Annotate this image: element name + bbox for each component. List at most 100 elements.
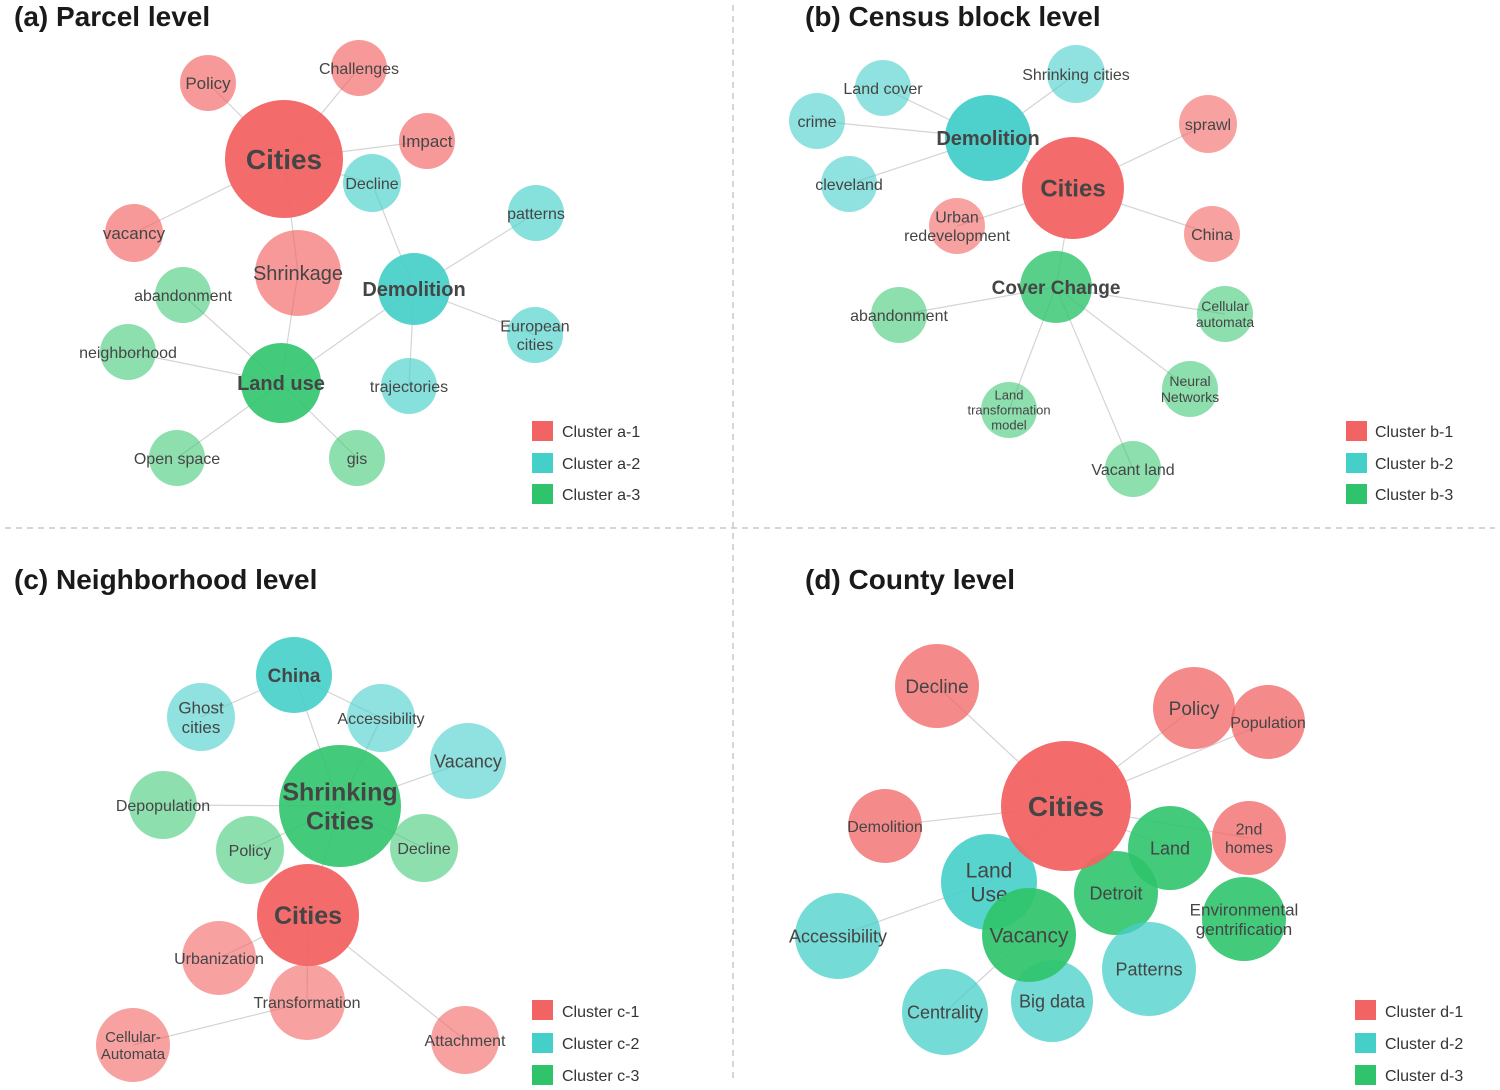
panel-c-network: Ghost cities Accessibility Vacancy Depopulat…	[96, 637, 506, 1082]
panel-c-title: (c) Neighborhood level	[14, 564, 317, 595]
node-label: Cities	[246, 144, 322, 175]
node-label-line: cleveland	[815, 177, 883, 194]
node-circle	[279, 745, 401, 867]
node-b-landcover: Land cover	[843, 60, 923, 116]
node-a-challenges: Challenges	[319, 40, 399, 96]
legend-label: Cluster d-3	[1385, 1068, 1463, 1085]
node-circle	[1001, 741, 1131, 871]
node-label-line: Impact	[401, 132, 452, 151]
node-label: Shrinking cities	[1022, 67, 1130, 84]
node-label: Demolition	[362, 279, 465, 301]
node-label: Attachment	[425, 1033, 506, 1050]
legend-swatch	[1355, 1065, 1376, 1085]
node-d-demolition: Demolition	[847, 789, 923, 863]
node-b-vacant: Vacant land	[1091, 441, 1175, 497]
node-label-line: gentrification	[1196, 920, 1292, 939]
node-b-cover: Cover Change	[992, 251, 1121, 323]
node-label-line: Centrality	[907, 1002, 983, 1022]
legend-swatch	[1346, 421, 1367, 441]
node-circle	[982, 888, 1076, 982]
node-label-line: abandonment	[134, 288, 232, 305]
node-label: neighborhood	[79, 345, 177, 362]
node-label-line: Environmental	[1190, 900, 1299, 919]
node-label: Big data	[1019, 991, 1086, 1011]
node-b-cellular: Cellular automata	[1196, 286, 1254, 342]
node-label: Land Use	[966, 859, 1013, 906]
node-b-crime: crime	[789, 93, 845, 149]
node-label-line: 2nd	[1236, 822, 1263, 839]
node-label-line: Accessibility	[789, 926, 887, 946]
node-label-line: Automata	[101, 1046, 166, 1063]
node-a-abandonment: abandonment	[134, 267, 232, 323]
node-label-line: Decline	[345, 176, 398, 193]
legend-swatch	[1346, 484, 1367, 504]
node-d-2nd: 2nd homes	[1212, 801, 1286, 875]
panel-b-legend: Cluster b-1 Cluster b-2 Cluster b-3	[1346, 421, 1453, 504]
legend-swatch	[532, 453, 553, 473]
node-label-line: Depopulation	[116, 798, 210, 815]
legend-swatch	[1355, 1000, 1376, 1020]
node-circle	[269, 964, 345, 1040]
node-label-line: European	[500, 319, 569, 336]
node-label-line: neighborhood	[79, 345, 177, 362]
panel-d-legend: Cluster d-1 Cluster d-2 Cluster d-3	[1355, 1000, 1463, 1085]
node-label: Detroit	[1089, 883, 1142, 903]
panel-a-legend: Cluster a-1 Cluster a-2 Cluster a-3	[532, 421, 640, 504]
node-b-cleveland: cleveland	[815, 156, 883, 212]
node-circle	[1020, 251, 1092, 323]
panel-d-network: Decline Policy Population Demolition 2nd home…	[789, 644, 1306, 1055]
node-label: Land	[1150, 838, 1190, 858]
node-circle	[1153, 667, 1235, 749]
node-c-cities: Cities	[257, 864, 359, 966]
node-circle	[381, 358, 437, 414]
node-label-line: homes	[1225, 840, 1273, 857]
node-label-line: Cover Change	[992, 278, 1121, 299]
node-label-line: Detroit	[1089, 883, 1142, 903]
node-a-shrinkage: Shrinkage	[253, 230, 343, 316]
legend-swatch	[532, 1033, 553, 1053]
node-circle	[1022, 137, 1124, 239]
node-a-vacancy: vacancy	[103, 204, 166, 262]
node-a-impact: Impact	[399, 113, 455, 169]
node-label: Cities	[1040, 176, 1105, 203]
node-circle	[1074, 851, 1158, 935]
node-label-line: Policy	[185, 74, 231, 93]
node-label-line: Demolition	[936, 128, 1039, 150]
node-a-gis: gis	[329, 430, 385, 486]
node-circle	[1197, 286, 1253, 342]
node-label: vacancy	[103, 224, 166, 243]
node-circle	[1231, 685, 1305, 759]
node-label: Neural Networks	[1161, 373, 1219, 405]
node-label: Shrinkage	[253, 263, 343, 285]
node-label-line: cities	[517, 337, 553, 354]
node-label-line: Shrinking	[282, 779, 397, 807]
node-label: Policy	[185, 74, 231, 93]
node-circle	[1047, 45, 1105, 103]
panel-a-network: Policy Challenges Impact vacancy Decline patt…	[79, 40, 570, 486]
node-label: Accessibility	[337, 711, 424, 728]
node-a-neighborhood: neighborhood	[79, 324, 177, 380]
node-label: Decline	[905, 677, 968, 698]
legend-label: Cluster c-2	[562, 1036, 639, 1053]
node-circle	[1212, 801, 1286, 875]
node-circle	[329, 430, 385, 486]
node-label: patterns	[507, 206, 565, 223]
node-a-european: European cities	[500, 307, 570, 363]
node-circle	[225, 100, 343, 218]
node-circle	[105, 204, 163, 262]
node-label-line: patterns	[507, 206, 565, 223]
node-label: 2nd homes	[1225, 822, 1273, 857]
node-label: crime	[797, 114, 836, 131]
node-label-line: Land cover	[843, 81, 923, 98]
node-c-vacancy: Vacancy	[430, 723, 506, 799]
node-circle	[507, 307, 563, 363]
node-label: Depopulation	[116, 798, 210, 815]
legend-swatch	[532, 1000, 553, 1020]
node-circle	[1162, 361, 1218, 417]
node-label: Open space	[134, 451, 220, 468]
node-label: Patterns	[1115, 959, 1182, 979]
node-circle	[795, 893, 881, 979]
node-label: Impact	[401, 132, 452, 151]
node-a-trajectories: trajectories	[370, 358, 448, 414]
legend-label: Cluster d-2	[1385, 1036, 1463, 1053]
